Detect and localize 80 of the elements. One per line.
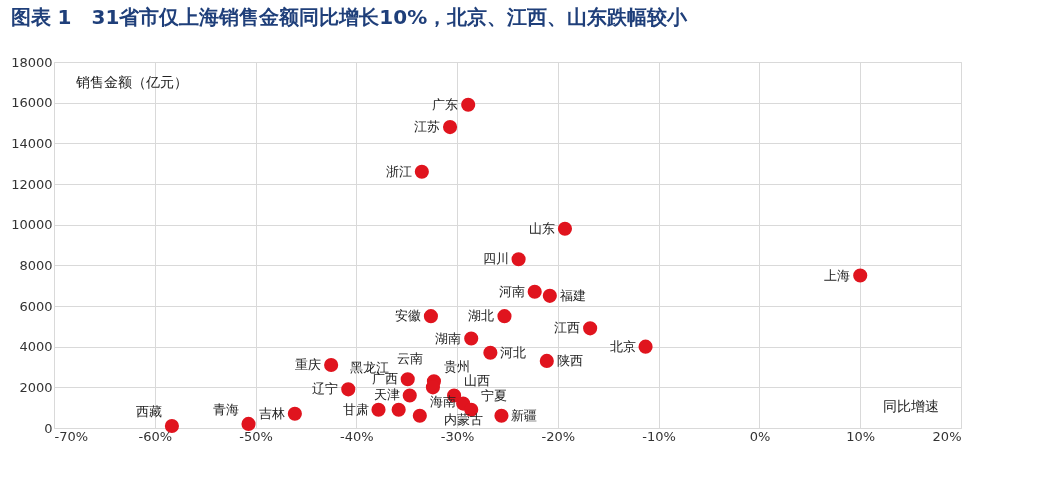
annotation: 吉林 [258,405,285,421]
point [164,418,179,434]
point [402,388,417,403]
annotation: 安徽 [394,308,421,324]
point [464,331,479,346]
point [423,309,438,324]
annotation: 宁夏 [481,387,508,403]
point [638,339,653,354]
point [412,408,427,423]
annotation: 河南 [498,283,525,299]
point [371,402,386,417]
annotation: 江苏 [414,119,441,135]
point [442,120,458,135]
point [542,288,557,303]
x-tick-label: -40% [340,428,374,444]
x-tick-label: -60% [138,428,173,444]
x-tick-label: 10% [846,428,876,444]
annotation: 海南 [429,393,456,409]
y-tick-label: 10000 [11,217,53,233]
annotation: 辽宁 [312,381,339,397]
annotation: 陕西 [556,352,583,368]
x-axis-title: 同比增速 [883,398,939,414]
x-tick-label: -50% [239,428,273,444]
x-tick-label: -10% [642,428,676,444]
y-tick-label: 6000 [19,298,53,314]
point [583,321,598,336]
point [527,284,542,299]
y-tick-label: 8000 [19,257,53,273]
x-tick-label: -70% [54,428,89,444]
y-tick-label: 12000 [11,176,53,192]
y-tick-label: 0 [44,420,53,436]
chart-title: 图表 1 31省市仅上海销售金额同比增长10%，北京、江西、山东跌幅较小 [10,5,689,29]
annotation: 黑龙江 [349,359,389,375]
point [557,221,573,236]
point [391,402,406,417]
annotation: 山东 [528,220,555,236]
annotation: 江西 [554,320,581,336]
y-axis-title: 销售金额（亿元） [75,74,188,90]
point [341,382,356,397]
y-tick-label: 14000 [11,135,53,151]
x-tick-label: 0% [749,428,771,444]
y-tick-label: 16000 [11,95,53,111]
annotation: 重庆 [295,356,322,372]
annotation: 青海 [212,401,239,417]
x-tick-label: -30% [440,428,475,444]
annotation: 内蒙古 [443,411,483,427]
point [425,380,440,395]
y-tick-label: 2000 [19,379,53,395]
annotation: 广东 [432,96,459,112]
y-tick-label: 4000 [19,339,53,355]
annotation: 西藏 [135,403,162,419]
annotation: 湖南 [435,330,462,346]
point [539,353,554,368]
point [414,164,429,179]
point [461,97,476,112]
x-tick-label: 20% [932,428,962,444]
point [494,408,509,423]
y-tick-label: 18000 [11,54,53,70]
annotation: 甘肃 [342,401,369,417]
annotation: 云南 [396,351,423,367]
annotation: 浙江 [385,163,412,179]
annotation: 湖北 [468,308,495,324]
x-tick-label: -20% [541,428,576,444]
annotation: 四川 [482,251,509,267]
point [483,345,498,360]
annotation: 河北 [500,344,527,360]
point [497,309,512,324]
annotation: 新疆 [511,407,538,423]
point [324,357,339,373]
annotation: 天津 [373,387,400,403]
point [287,406,302,421]
point [400,372,415,387]
annotation: 北京 [609,338,636,354]
point [853,268,868,283]
annotation: 贵州 [443,359,470,375]
point [241,416,256,431]
point [511,252,526,267]
annotation: 上海 [824,267,851,283]
annotation: 福建 [559,287,586,303]
annotation: 山西 [464,373,491,389]
